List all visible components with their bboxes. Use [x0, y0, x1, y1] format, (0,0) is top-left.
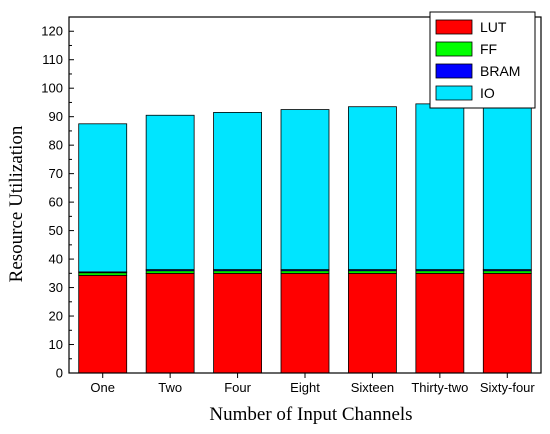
x-tick-label: Sixteen: [351, 380, 394, 395]
y-tick-label: 20: [49, 309, 63, 324]
bar-lut-sixty-four: [482, 272, 532, 374]
x-tick-label: Two: [158, 380, 182, 395]
legend-swatch-lut: [435, 19, 473, 35]
legend-swatch-io: [435, 85, 473, 101]
bar-io-sixty-four: [482, 100, 532, 271]
plot-frame: [68, 16, 542, 374]
bar-lut-sixteen: [348, 272, 397, 374]
legend-swatch-ff: [435, 41, 473, 57]
y-axis-title: Resource Utilization: [6, 125, 27, 282]
x-tick-label: Thirty-two: [411, 380, 468, 395]
legend-label-io: IO: [480, 85, 495, 101]
y-tick-label: 40: [49, 252, 63, 267]
x-axis-title: Number of Input Channels: [209, 404, 412, 425]
y-tick-label: 90: [49, 109, 63, 124]
bar-io-sixteen: [348, 106, 397, 271]
y-tick-label: 100: [41, 81, 63, 96]
y-tick-label: 60: [49, 195, 63, 210]
bar-io-four: [213, 112, 262, 271]
legend-label-lut: LUT: [480, 19, 507, 35]
x-tick-label: Sixty-four: [480, 380, 536, 395]
y-tick-label: 120: [41, 24, 63, 39]
bar-lut-four: [213, 272, 262, 374]
x-tick-label: One: [90, 380, 115, 395]
legend-swatch-bram: [435, 63, 473, 79]
y-tick-label: 50: [49, 223, 63, 238]
bar-lut-thirty-two: [415, 272, 465, 374]
bar-lut-one: [78, 274, 128, 374]
bar-lut-two: [145, 272, 195, 374]
bar-lut-eight: [280, 272, 330, 374]
legend-label-ff: FF: [480, 41, 497, 57]
bar-io-thirty-two: [415, 103, 465, 271]
legend-label-bram: BRAM: [480, 63, 520, 79]
y-tick-label: 0: [56, 366, 63, 381]
x-tick-label: Eight: [290, 380, 320, 395]
y-tick-label: 80: [49, 138, 63, 153]
y-tick-label: 70: [49, 166, 63, 181]
legend: LUT FF BRAM IO: [429, 11, 536, 109]
y-tick-label: 10: [49, 337, 63, 352]
bar-io-two: [145, 114, 195, 271]
y-tick-label: 30: [49, 280, 63, 295]
x-tick-label: Four: [224, 380, 251, 395]
bar-io-eight: [280, 109, 330, 271]
axes-group: One Two Four Eight Sixteen Thirty-two Sixty-fo…: [41, 16, 542, 395]
bars-group: [78, 100, 532, 374]
y-tick-label: 110: [42, 52, 63, 67]
bar-io-one: [78, 123, 128, 273]
